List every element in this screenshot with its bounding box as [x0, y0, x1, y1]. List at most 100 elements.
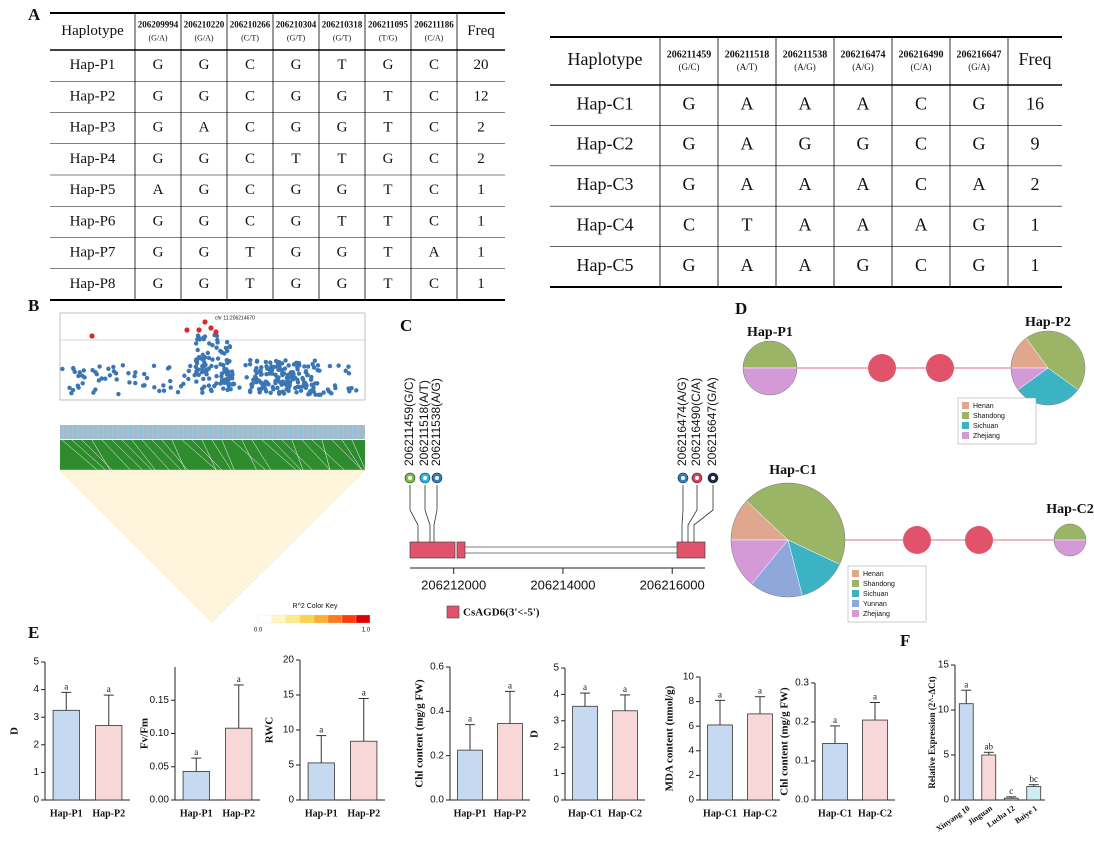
snp-connector [433, 485, 438, 542]
table-cell: G [337, 276, 348, 292]
ld-link [101, 439, 131, 471]
ld-link [291, 439, 304, 471]
table-cell: A [799, 93, 812, 113]
lead-snp [213, 329, 219, 335]
bar [747, 713, 773, 801]
table-cell: G [857, 255, 870, 275]
snp-dot [194, 361, 200, 366]
y-axis-label: RWC [264, 717, 276, 744]
table-cell: Hap-P6 [70, 213, 116, 229]
table-cell: C [245, 182, 255, 198]
snp-dot [215, 356, 221, 361]
snp-dot [268, 390, 273, 396]
ld-link [351, 439, 366, 471]
snp-dot [157, 388, 162, 394]
snp-connector [693, 485, 714, 542]
significance-letter: a [64, 681, 68, 691]
snp-dot [76, 373, 81, 379]
track-tick [322, 425, 324, 439]
table-cell: A [973, 174, 986, 194]
table-cell: Hap-P8 [70, 276, 116, 292]
track-tick [297, 425, 299, 439]
table-cell: C [915, 255, 927, 275]
manhattan-frame [59, 312, 366, 401]
track-tick [62, 425, 64, 439]
snp-dot [347, 389, 352, 394]
table-cell: T [742, 215, 753, 235]
snp-allele: (G/A) [148, 33, 167, 42]
table-cell: A [741, 134, 754, 154]
snp-dot [315, 367, 320, 373]
y-tick-label: 0.0 [795, 795, 809, 806]
y-tick-label: 0 [288, 795, 294, 806]
snp-dot [315, 363, 321, 368]
track-tick [142, 425, 144, 439]
track-tick [327, 425, 329, 439]
snp-dot [195, 347, 200, 353]
exon [456, 541, 466, 559]
y-tick-label: 8 [688, 696, 694, 707]
y-tick-label: 4 [688, 745, 694, 756]
track-tick [282, 425, 284, 439]
table-cell: A [741, 255, 754, 275]
y-tick-label: 0 [688, 795, 694, 806]
bar [612, 710, 638, 801]
track-tick [107, 425, 109, 439]
ld-triangle [59, 469, 366, 623]
track-tick [97, 425, 99, 439]
snp-dot [113, 371, 119, 376]
table-cell: A [799, 174, 812, 194]
snp-dot [230, 382, 235, 387]
snp-position: 206216647 [957, 49, 1002, 60]
snp-connector [687, 485, 698, 542]
snp-dot [310, 361, 315, 367]
snp-dot [152, 385, 157, 390]
exon [409, 541, 456, 559]
track-tick [277, 425, 279, 439]
track-tick [187, 425, 189, 439]
track-tick [212, 425, 214, 439]
median-vector [868, 354, 896, 382]
snp-dot [325, 387, 331, 392]
snp-dot [294, 360, 299, 366]
snp-dot [200, 367, 205, 372]
y-tick-label: 1 [33, 767, 39, 778]
significance-letter: a [194, 747, 198, 757]
y-tick-label: 0 [553, 795, 559, 806]
table-cell: G [383, 57, 394, 73]
bar [52, 709, 80, 801]
snp-pin-center [408, 476, 412, 480]
snp-dot [114, 377, 119, 382]
snp-dot [287, 380, 293, 385]
snp-dot [126, 370, 131, 376]
snp-dot [283, 358, 288, 363]
legend-label: Zhejiang [863, 611, 890, 618]
ld-link [71, 439, 106, 471]
panel-label: F [900, 631, 910, 650]
snp-dot [151, 363, 157, 369]
table-cell: G [199, 57, 210, 73]
color-key-cell [355, 614, 371, 624]
table-cell: G [153, 151, 164, 167]
snp-position: 206210220 [184, 20, 225, 30]
table-cell: C [429, 213, 439, 229]
table-cell: C [245, 213, 255, 229]
y-tick-label: 10 [938, 705, 950, 716]
significance-letter: a [583, 682, 587, 692]
x-tick-label: Hap-C2 [608, 808, 642, 819]
significance-letter: a [964, 679, 968, 689]
snp-dot [230, 375, 235, 381]
snp-dot [300, 377, 306, 382]
snp-dot [259, 365, 264, 370]
y-axis-label: Fv/Fm [139, 718, 151, 749]
y-tick-label: 0.10 [150, 728, 170, 739]
snp-dot [133, 370, 138, 375]
track-tick [202, 425, 204, 439]
snp-dot [97, 364, 102, 369]
snp-dot [249, 382, 254, 387]
snp-dot [279, 367, 284, 372]
snp-dot [221, 362, 226, 368]
snp-dot [274, 375, 280, 380]
snp-dot [276, 378, 281, 383]
snp-dot [90, 367, 95, 373]
